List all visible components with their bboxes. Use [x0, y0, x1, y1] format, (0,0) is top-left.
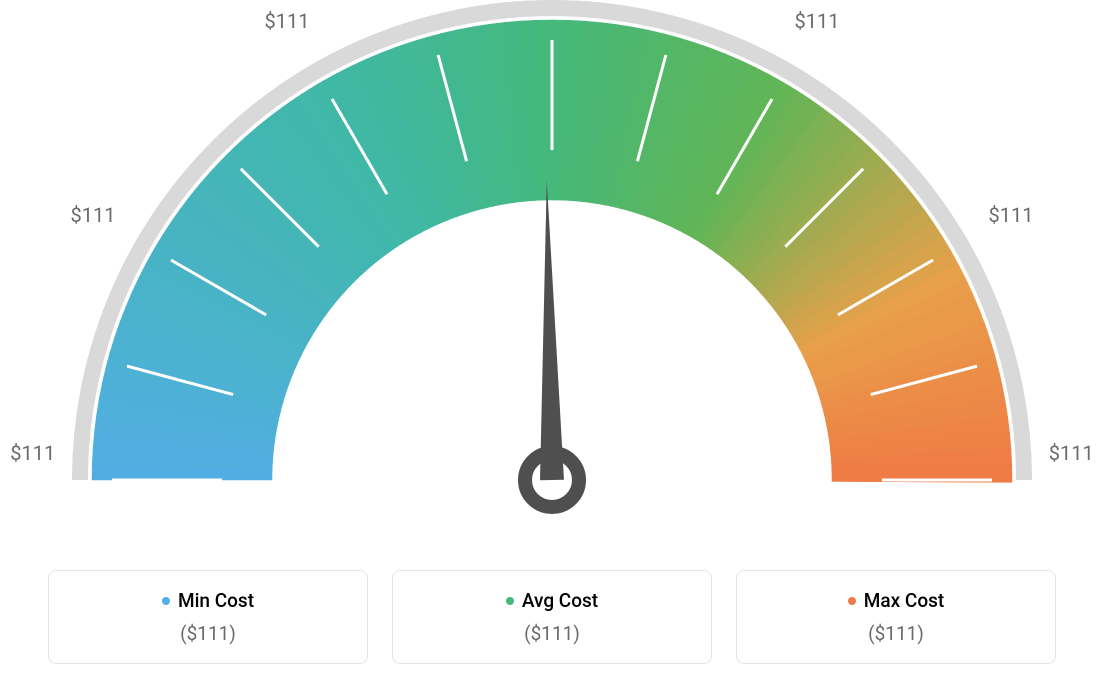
legend-label-text: Avg Cost	[522, 589, 598, 612]
gauge-svg	[0, 0, 1104, 560]
legend-label-max: Max Cost	[848, 589, 944, 612]
legend-item-avg: Avg Cost ($111)	[392, 570, 712, 664]
legend-label-min: Min Cost	[162, 589, 254, 612]
gauge-tick-label: $111	[795, 9, 840, 33]
gauge-tick-label: $111	[71, 203, 116, 227]
gauge-tick-label: $111	[989, 203, 1034, 227]
legend-dot-avg	[506, 597, 514, 605]
legend-value-max: ($111)	[749, 622, 1043, 645]
legend-dot-max	[848, 597, 856, 605]
legend-label-text: Max Cost	[864, 589, 944, 612]
gauge-tick-label: $111	[265, 9, 310, 33]
cost-gauge-chart: $111$111$111$111$111$111$111	[0, 0, 1104, 560]
legend-value-avg: ($111)	[405, 622, 699, 645]
legend-item-max: Max Cost ($111)	[736, 570, 1056, 664]
legend-label-avg: Avg Cost	[506, 589, 598, 612]
legend-label-text: Min Cost	[178, 589, 254, 612]
cost-legend: Min Cost ($111) Avg Cost ($111) Max Cost…	[0, 570, 1104, 664]
legend-value-min: ($111)	[61, 622, 355, 645]
gauge-tick-label: $111	[1049, 441, 1094, 465]
legend-item-min: Min Cost ($111)	[48, 570, 368, 664]
gauge-tick-label: $111	[10, 441, 55, 465]
legend-dot-min	[162, 597, 170, 605]
